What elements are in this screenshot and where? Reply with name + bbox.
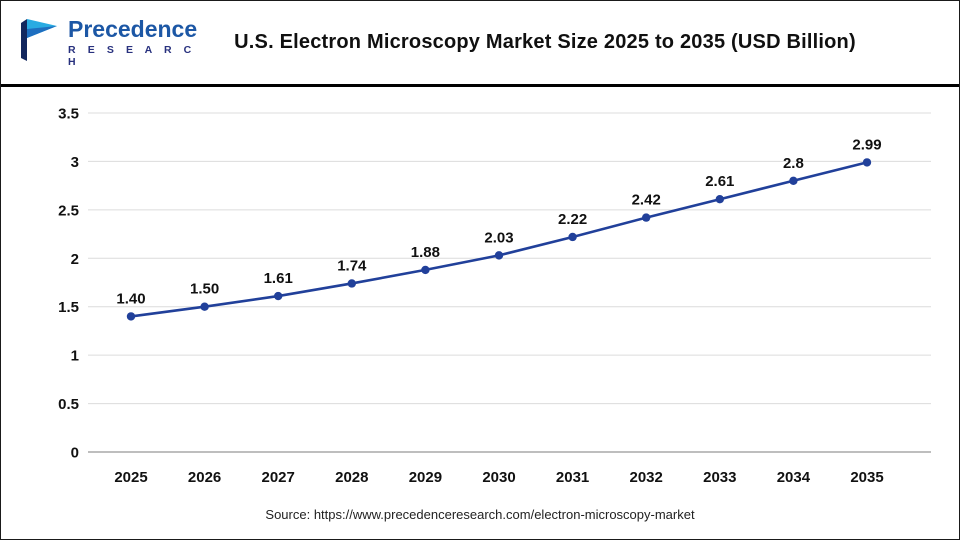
precedence-research-logo: Precedence R E S E A R C H xyxy=(19,17,209,68)
chart-title: U.S. Electron Microscopy Market Size 202… xyxy=(234,31,856,53)
data-point xyxy=(642,213,651,222)
data-point-label: 2.22 xyxy=(558,211,587,228)
data-point xyxy=(494,251,504,260)
logo-name: Precedence xyxy=(68,16,198,43)
line-chart: 0 0.5 1 1.5 2 2.5 3 3.5 1.40 2025 1.50 2026 1.61 2027… xyxy=(1,87,959,500)
x-axis-label: 2031 xyxy=(556,469,589,486)
data-point-label: 1.40 xyxy=(116,290,145,307)
header: Precedence R E S E A R C H U.S. Electron… xyxy=(1,1,959,87)
data-point-label: 1.50 xyxy=(190,281,219,298)
logo-subtitle: R E S E A R C H xyxy=(68,43,196,68)
x-axis-label: 2026 xyxy=(188,469,221,486)
data-point xyxy=(421,265,430,275)
x-axis-label: 2032 xyxy=(630,469,663,486)
y-tick-label: 3 xyxy=(71,154,79,171)
data-point xyxy=(715,195,724,204)
x-axis-label: 2027 xyxy=(262,469,295,486)
x-axis-label: 2029 xyxy=(409,469,442,486)
data-point-label: 2.03 xyxy=(484,229,513,246)
data-point-label: 2.99 xyxy=(852,136,881,153)
data-point xyxy=(568,232,577,242)
precedence-logo-icon xyxy=(19,17,59,68)
x-axis-label: 2034 xyxy=(777,469,811,486)
data-point-label: 2.8 xyxy=(783,155,804,172)
data-point-label: 1.61 xyxy=(264,270,293,287)
chart-canvas: 0 0.5 1 1.5 2 2.5 3 3.5 1.40 2025 1.50 2026 1.61 2027… xyxy=(58,106,931,486)
logo-text: Precedence R E S E A R C H xyxy=(68,17,209,67)
y-tick-label: 2 xyxy=(71,251,79,268)
x-axis-label: 2030 xyxy=(482,469,515,486)
y-tick-label: 1.5 xyxy=(58,299,79,316)
data-point xyxy=(126,312,136,321)
y-tick-label: 0 xyxy=(71,445,79,462)
data-point-label: 2.61 xyxy=(705,173,734,190)
data-point xyxy=(274,291,283,301)
y-tick-label: 0.5 xyxy=(58,396,79,413)
x-axis-label: 2033 xyxy=(703,469,736,486)
data-point xyxy=(789,176,798,185)
y-tick-label: 1 xyxy=(71,348,79,365)
x-axis-label: 2025 xyxy=(114,469,147,486)
data-point xyxy=(347,279,356,288)
x-axis-label: 2035 xyxy=(850,469,883,486)
data-point xyxy=(862,158,872,167)
source-text: Source: https://www.precedenceresearch.c… xyxy=(1,500,959,539)
data-point-label: 1.74 xyxy=(337,257,367,274)
data-point-label: 2.42 xyxy=(632,192,661,209)
x-axis-label: 2028 xyxy=(335,469,368,486)
y-tick-label: 2.5 xyxy=(58,202,79,219)
data-point xyxy=(200,302,209,311)
data-point-label: 1.88 xyxy=(411,244,440,261)
y-tick-label: 3.5 xyxy=(58,106,79,123)
